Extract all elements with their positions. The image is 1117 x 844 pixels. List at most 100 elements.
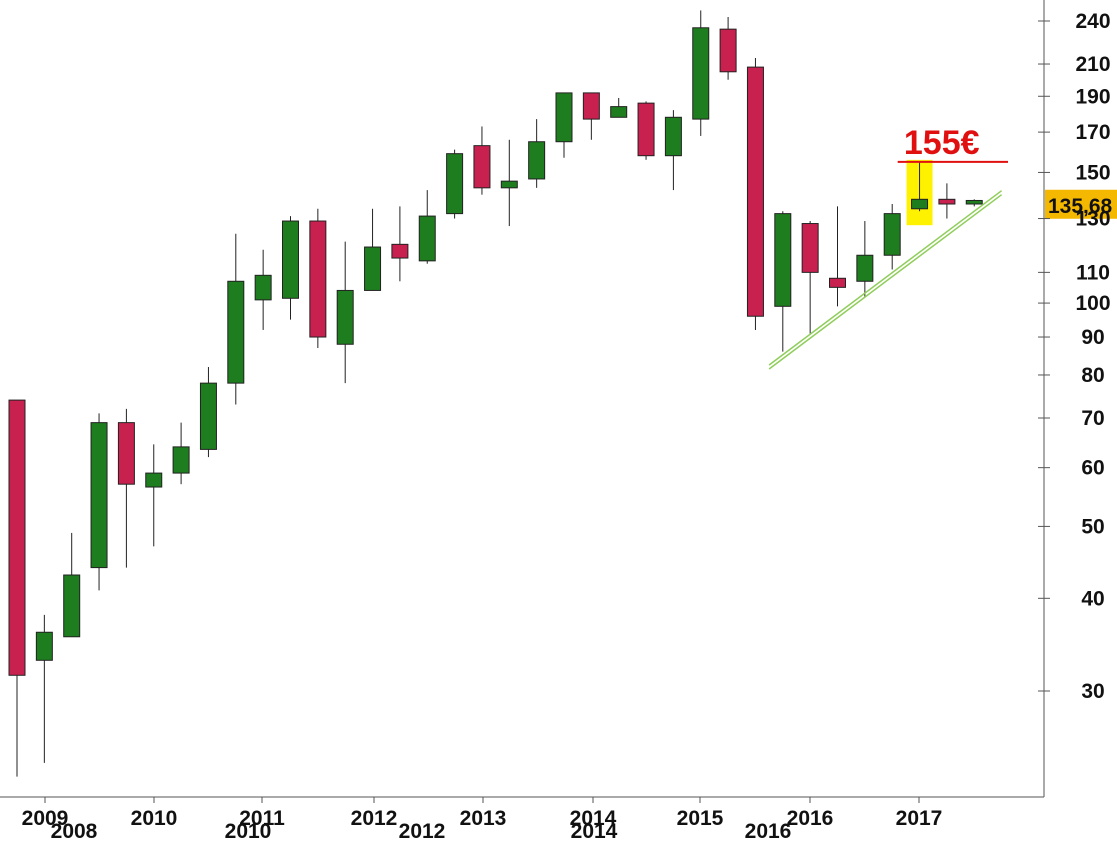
x-tick-label-secondary: 2012 <box>399 820 446 843</box>
candle <box>746 57 764 330</box>
x-tick-label: 2017 <box>896 807 943 830</box>
candle <box>391 206 409 282</box>
y-tick-label: 70 <box>1081 407 1104 430</box>
candle <box>938 183 956 219</box>
candles-layer <box>8 10 983 777</box>
y-tick-label: 40 <box>1081 587 1104 610</box>
candle <box>555 92 573 158</box>
support-trendline <box>768 194 1003 370</box>
candle-body-down <box>117 422 135 485</box>
resistance-label: 155€ <box>904 124 980 162</box>
candle-body-up <box>610 106 628 118</box>
support-trendline-inner <box>768 190 1003 366</box>
candle-body-up <box>883 213 901 256</box>
x-tick-label: 2014 <box>570 807 617 830</box>
y-tick-label: 50 <box>1081 515 1104 538</box>
candle-body-up <box>199 382 217 450</box>
candle-body-up <box>418 215 436 262</box>
candle <box>199 367 217 458</box>
candle <box>500 139 518 227</box>
y-tick-label: 90 <box>1081 326 1104 349</box>
candle <box>610 97 628 118</box>
candle-body-down <box>637 102 655 157</box>
x-tick-label: 2011 <box>239 807 285 830</box>
candle-body-up <box>90 422 108 569</box>
candle <box>63 532 81 638</box>
x-tick-label: 2016 <box>787 807 834 830</box>
candle <box>35 614 53 763</box>
y-tick-label: 240 <box>1075 10 1110 33</box>
candle <box>911 161 929 212</box>
x-tick-label: 2009 <box>22 807 69 830</box>
candle-body-down <box>829 277 846 288</box>
candle-body-down <box>309 220 327 338</box>
y-tick-label: 150 <box>1075 161 1110 184</box>
y-axis: 240 210 190 170 150 130 110 100 90 80 70 60 50 40 30 <box>0 0 1111 798</box>
candle-body-down <box>582 92 600 120</box>
candle <box>719 16 737 80</box>
candle <box>473 126 491 195</box>
candle-body-down <box>938 198 956 205</box>
candle-body-down <box>746 66 764 317</box>
y-tick-label: 80 <box>1081 364 1104 387</box>
candle <box>883 204 901 270</box>
candle <box>664 110 682 191</box>
candle-body-up <box>227 280 245 384</box>
y-tick-label: 60 <box>1081 457 1104 480</box>
x-tick-label-secondary: 2008 <box>51 820 98 843</box>
candle-body-up <box>528 141 546 180</box>
candle <box>172 422 190 485</box>
candle-body-up <box>282 220 299 299</box>
x-tick-label-secondary: 2016 <box>745 820 792 843</box>
x-tick-label: 2010 <box>131 807 178 830</box>
candle-body-up <box>336 289 354 345</box>
last-price-tag <box>1045 189 1117 219</box>
candle-body-down <box>8 399 26 676</box>
candle <box>117 408 135 568</box>
candle <box>582 92 600 140</box>
y-tick-label: 130 <box>1075 208 1110 231</box>
candle-body-up <box>500 180 518 189</box>
candle-body-up <box>555 92 573 143</box>
candle <box>282 216 299 320</box>
candle-body-up <box>664 116 682 157</box>
candle <box>309 208 327 348</box>
x-tick-label-secondary: 2014 <box>571 820 618 843</box>
candle <box>446 149 464 219</box>
candle-body-up <box>446 153 464 215</box>
annotation-layer: 155€ 135,68 <box>897 124 1117 219</box>
candle <box>637 101 655 160</box>
candle-body-up <box>856 254 874 282</box>
candle-body-up <box>692 27 710 120</box>
y-tick-label: 170 <box>1075 121 1110 144</box>
candle <box>965 199 983 207</box>
candle <box>774 211 792 352</box>
candle-body-down <box>391 243 409 259</box>
x-axis: 2009 2010 2011 2012 2013 2014 2015 2016 2017 2008… <box>22 797 943 843</box>
candle <box>692 10 710 136</box>
candle <box>336 241 354 384</box>
candle-body-up <box>35 631 53 661</box>
x-tick-label: 2013 <box>460 807 507 830</box>
y-tick-label: 210 <box>1075 53 1110 76</box>
y-tick-label: 30 <box>1081 680 1104 703</box>
candle-body-up <box>172 446 190 474</box>
y-tick-label: 190 <box>1075 85 1110 108</box>
trendline-layer <box>768 190 1003 370</box>
candle-body-up <box>254 274 272 301</box>
candle <box>856 221 874 297</box>
candle-body-up <box>965 199 983 205</box>
candle <box>227 233 245 405</box>
candle-body-down <box>801 223 819 273</box>
candle <box>829 206 846 307</box>
candle-body-up <box>364 246 382 291</box>
candle <box>801 221 819 334</box>
x-tick-label: 2015 <box>677 807 724 830</box>
candle-body-up <box>911 198 929 210</box>
candle <box>90 413 108 591</box>
candle <box>364 208 382 291</box>
x-tick-label: 2012 <box>351 807 398 830</box>
candle <box>528 119 546 188</box>
candle <box>8 399 26 777</box>
